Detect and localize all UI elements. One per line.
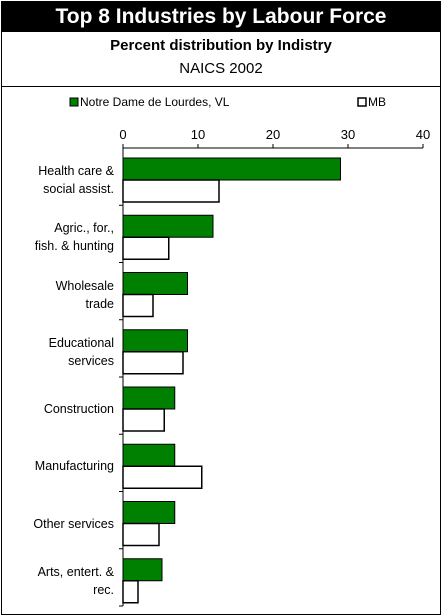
bar-mb — [122, 580, 139, 604]
category-label-line: services — [68, 353, 114, 368]
category-label-line: Wholesale — [55, 278, 114, 293]
legend: Notre Dame de Lourdes, VL MB — [69, 95, 386, 109]
category-label: Manufacturing — [4, 457, 114, 475]
category-label-line: rec. — [93, 582, 114, 597]
bar-mb — [122, 293, 154, 318]
bar-notre-dame — [122, 214, 214, 238]
category-label-line: Other services — [33, 516, 114, 531]
category-label: Other services — [4, 515, 114, 533]
category-label: Wholesale trade — [4, 277, 114, 313]
bar-notre-dame — [122, 558, 163, 582]
category-label-line: trade — [85, 296, 115, 311]
chart-subtitle-classification: NAICS 2002 — [179, 60, 263, 77]
category-label: Educational services — [4, 334, 114, 370]
bar-mb — [122, 408, 165, 432]
bar-notre-dame — [122, 443, 176, 467]
bar-mb — [122, 351, 184, 375]
x-tick-label: 20 — [266, 127, 280, 142]
legend-swatch-mb — [357, 97, 367, 107]
header-divider — [2, 86, 440, 87]
category-label-line: Manufacturing — [34, 459, 114, 474]
category-label: Health care & social assist. — [4, 162, 114, 198]
bar-notre-dame — [122, 157, 341, 181]
legend-swatch-notre-dame — [69, 97, 79, 107]
bar-mb — [122, 236, 170, 260]
legend-label-mb: MB — [368, 95, 386, 109]
category-label: Agric., for., fish. & hunting — [4, 219, 114, 255]
legend-label-notre-dame: Notre Dame de Lourdes, VL — [80, 95, 230, 109]
bar-mb — [122, 179, 220, 203]
bars — [122, 157, 341, 604]
bar-mb — [122, 522, 160, 547]
category-label-line: Arts, entert. & — [37, 564, 114, 579]
bar-notre-dame — [122, 501, 176, 524]
bar-mb — [122, 465, 203, 489]
category-label-line: fish. & hunting — [34, 239, 114, 254]
chart-title: Top 8 Industries by Labour Force — [2, 2, 440, 32]
x-tick-label: 40 — [416, 127, 430, 142]
x-tick-label: 30 — [341, 127, 355, 142]
chart-subtitle: Percent distribution by Indistry — [110, 37, 332, 54]
category-label-line: Health care & — [38, 164, 114, 178]
x-tick-label: 0 — [119, 127, 126, 142]
x-tick-label: 10 — [191, 127, 205, 142]
category-label: Construction — [4, 400, 114, 418]
category-label-line: social assist. — [43, 182, 114, 196]
category-label-line: Agric., for., — [54, 221, 114, 236]
category-label-line: Educational — [48, 335, 114, 350]
category-label-line: Construction — [43, 402, 114, 416]
bar-notre-dame — [122, 272, 188, 295]
bar-notre-dame — [122, 329, 188, 353]
category-label: Arts, entert. & rec. — [4, 563, 114, 599]
bar-notre-dame — [122, 386, 176, 410]
